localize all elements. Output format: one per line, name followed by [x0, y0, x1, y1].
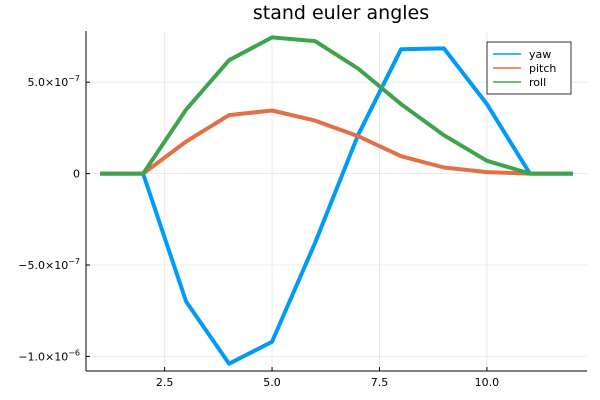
x-tick-label-2: 7.5 — [371, 376, 389, 389]
axes — [85, 31, 587, 372]
y-tick-label-2: 0 — [73, 168, 80, 181]
series-line-pitch — [100, 108, 573, 176]
series-line-roll — [100, 35, 573, 176]
x-tick-label-1: 5.0 — [263, 376, 281, 389]
legend-label-pitch: pitch — [529, 62, 556, 75]
chart-title: stand euler angles — [253, 2, 429, 24]
legend-label-yaw: yaw — [529, 48, 551, 61]
x-tick-label-3: 10.0 — [475, 376, 500, 389]
y-tick-label-1: −5.0×10−7 — [18, 257, 80, 272]
series-line-yaw — [100, 46, 573, 366]
x-tick-label-0: 2.5 — [156, 376, 174, 389]
legend-label-roll: roll — [529, 76, 546, 89]
y-tick-label-0: −1.0×10−6 — [18, 348, 80, 363]
series-lines — [100, 35, 573, 366]
tick-labels: 2.5 5.0 7.5 10.0 −1.0×10−6 −5.0×10−7 0 5.0×10−7 — [18, 74, 499, 389]
y-tick-label-3: 5.0×10−7 — [27, 74, 80, 89]
